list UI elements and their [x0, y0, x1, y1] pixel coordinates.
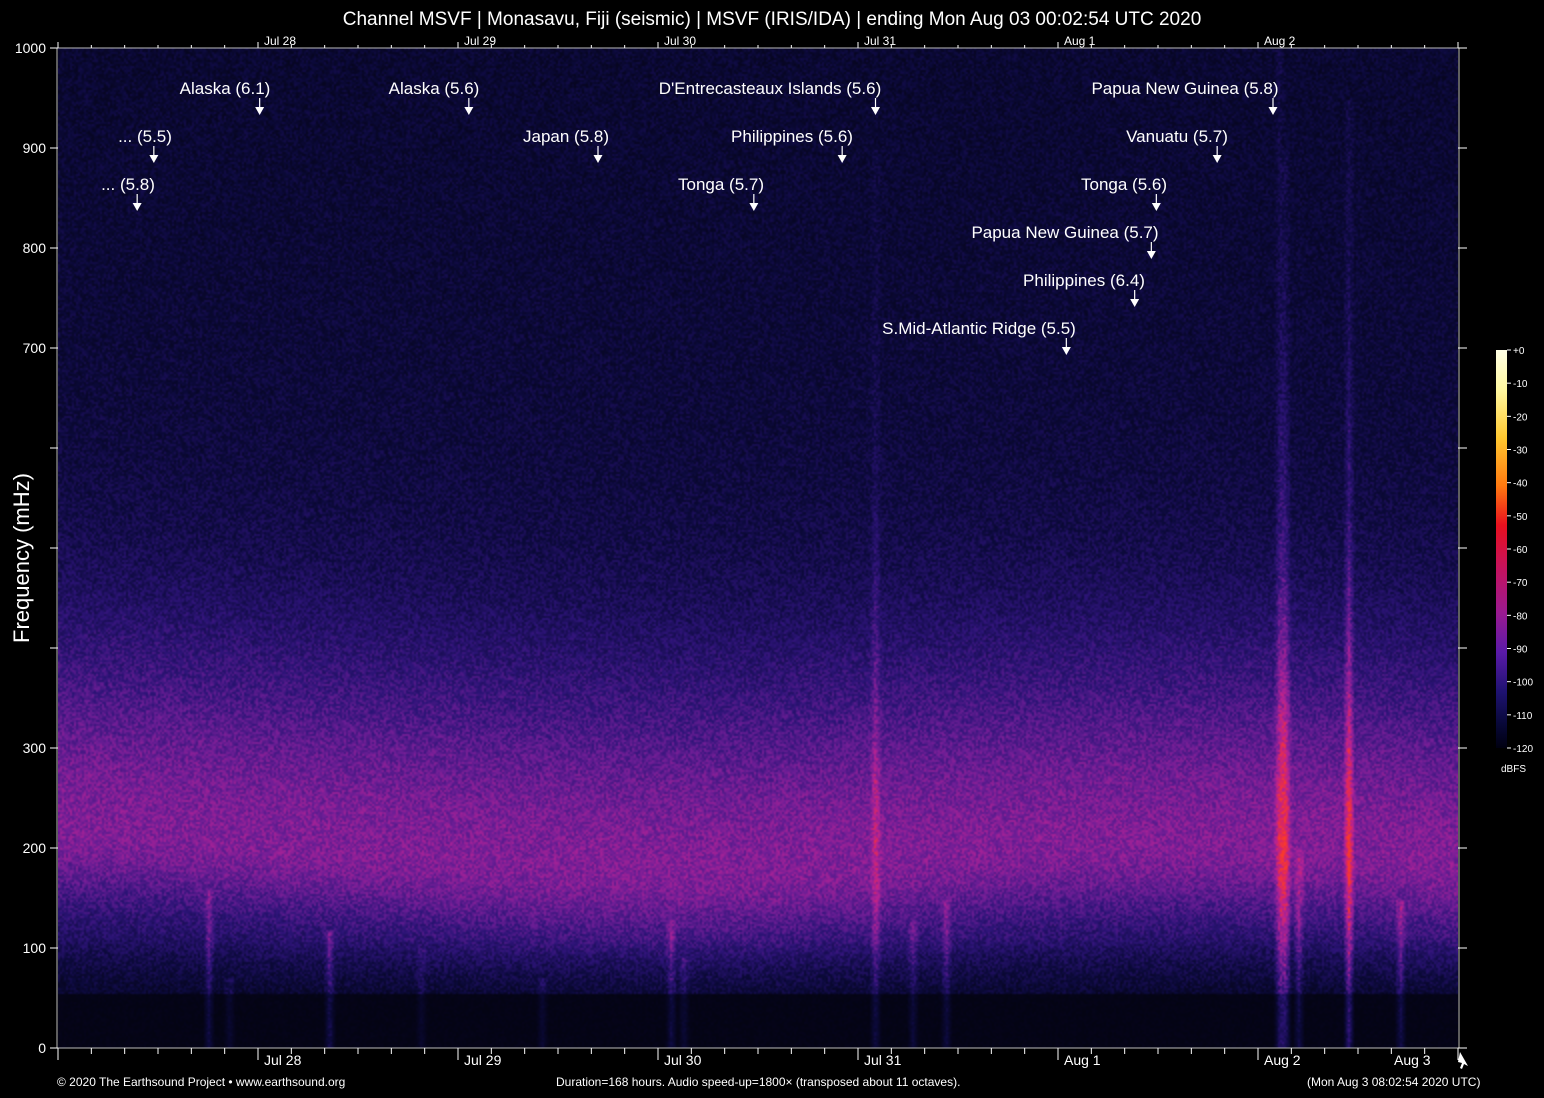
colorbar-tick-label: -80	[1513, 611, 1528, 622]
event-arrow-head	[1146, 251, 1156, 259]
y-tick-label: 700	[23, 340, 47, 356]
event-annotation-label: Japan (5.8)	[523, 127, 609, 146]
event-annotation-label: Alaska (5.6)	[389, 79, 480, 98]
colorbar-tick-label: -120	[1513, 744, 1533, 755]
x-tick-label-top: Jul 31	[864, 34, 896, 48]
event-arrow-head	[1130, 299, 1140, 307]
colorbar-tick-label: +0	[1513, 346, 1525, 357]
x-tick-label-top: Jul 30	[664, 34, 696, 48]
y-tick-label: 800	[23, 240, 47, 256]
event-arrow-head	[132, 203, 142, 211]
x-tick-label-bottom: Jul 31	[864, 1052, 902, 1068]
footer-duration: Duration=168 hours. Audio speed-up=1800×…	[556, 1075, 961, 1089]
x-tick-label-top: Jul 29	[464, 34, 496, 48]
colorbar-tick-label: -10	[1513, 379, 1528, 390]
x-tick-label-bottom: Aug 1	[1064, 1052, 1101, 1068]
event-annotation-label: Papua New Guinea (5.7)	[971, 223, 1158, 242]
y-tick-label: 0	[38, 1040, 46, 1056]
footer-copyright: © 2020 The Earthsound Project • www.eart…	[57, 1075, 346, 1089]
event-annotation-label: ... (5.5)	[118, 127, 172, 146]
event-annotation-label: Vanuatu (5.7)	[1126, 127, 1228, 146]
colorbar-tick-label: -60	[1513, 545, 1528, 556]
plot-frame	[56, 47, 1460, 1049]
x-tick-label-top: Jul 28	[264, 34, 296, 48]
event-arrow-head	[464, 107, 474, 115]
chart-title: Channel MSVF | Monasavu, Fiji (seismic) …	[342, 9, 1202, 30]
event-annotation-label: Alaska (6.1)	[180, 79, 271, 98]
event-annotation-label: Papua New Guinea (5.8)	[1091, 79, 1278, 98]
event-annotation-label: ... (5.8)	[101, 175, 155, 194]
event-arrow-head	[1061, 347, 1071, 355]
x-tick-label-bottom: Jul 30	[664, 1052, 702, 1068]
y-tick-label: 200	[23, 840, 47, 856]
cursor-icon	[1458, 1052, 1468, 1069]
event-annotation-label: S.Mid-Atlantic Ridge (5.5)	[882, 319, 1076, 338]
event-annotation-label: D'Entrecasteaux Islands (5.6)	[659, 79, 881, 98]
colorbar-tick-label: -110	[1513, 711, 1533, 722]
y-axis-label: Frequency (mHz)	[9, 473, 34, 643]
colorbar-tick-label: -30	[1513, 446, 1528, 457]
event-arrow-head	[1212, 155, 1222, 163]
event-arrow-head	[871, 107, 880, 115]
x-tick-label-top: Aug 2	[1264, 34, 1296, 48]
event-arrow-head	[1268, 107, 1278, 115]
spectrogram-heatmap	[58, 48, 1458, 1048]
x-tick-label-bottom: Jul 29	[464, 1052, 502, 1068]
y-tick-label: 1000	[15, 40, 46, 56]
colorbar-tick-label: -50	[1513, 512, 1528, 523]
colorbar-tick-label: -40	[1513, 479, 1528, 490]
colorbar	[1496, 350, 1507, 748]
y-tick-label: 100	[23, 940, 47, 956]
colorbar-tick-label: -90	[1513, 645, 1528, 656]
event-arrow-head	[593, 155, 603, 163]
y-tick-label: 300	[23, 740, 47, 756]
footer-timestamp: (Mon Aug 3 08:02:54 2020 UTC)	[1307, 1075, 1481, 1089]
x-tick-label-top: Aug 1	[1064, 34, 1096, 48]
x-tick-label-bottom: Aug 2	[1264, 1052, 1301, 1068]
event-arrow-head	[749, 203, 759, 211]
event-annotation-label: Philippines (6.4)	[1023, 271, 1145, 290]
colorbar-tick-label: -70	[1513, 578, 1528, 589]
event-arrow-head	[837, 155, 847, 163]
event-arrow-head	[149, 155, 159, 163]
event-annotation-label: Tonga (5.6)	[1081, 175, 1167, 194]
event-arrow-head	[1151, 203, 1161, 211]
colorbar-tick-label: -100	[1513, 678, 1533, 689]
event-annotation-label: Tonga (5.7)	[678, 175, 764, 194]
y-tick-label: 900	[23, 140, 47, 156]
event-arrow-head	[255, 107, 265, 115]
event-annotation-label: Philippines (5.6)	[731, 127, 853, 146]
x-tick-label-bottom: Jul 28	[264, 1052, 302, 1068]
colorbar-unit-label: dBFS	[1501, 764, 1526, 775]
x-tick-label-bottom: Aug 3	[1394, 1052, 1431, 1068]
colorbar-tick-label: -20	[1513, 412, 1528, 423]
